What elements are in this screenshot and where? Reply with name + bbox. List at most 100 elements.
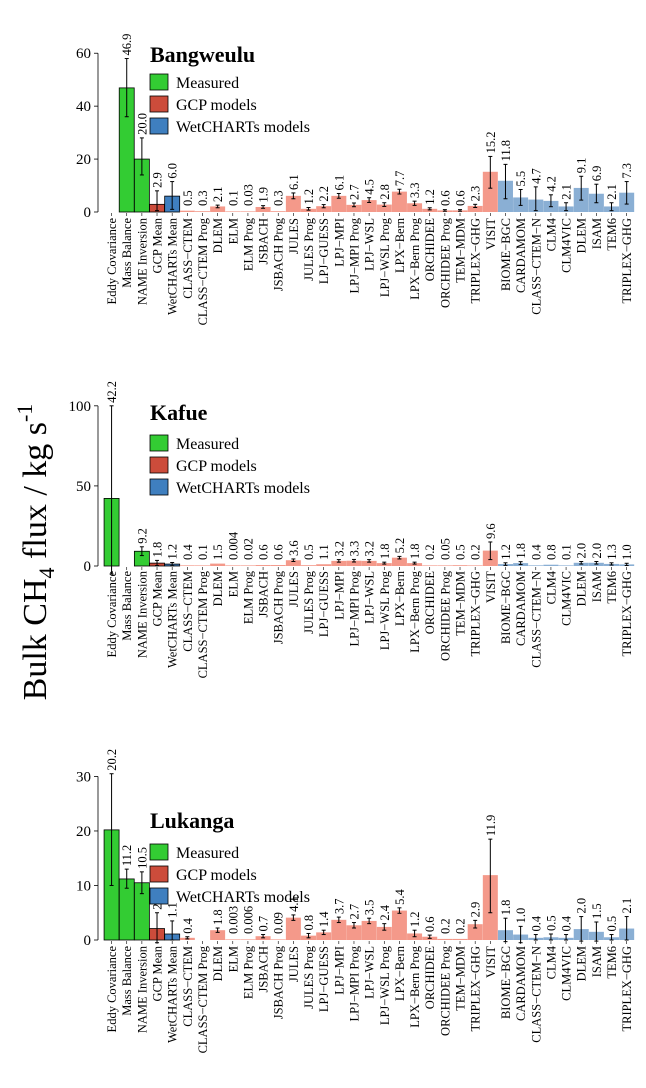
value-label: 2.4 [378, 904, 392, 920]
value-label: 4.1 [287, 896, 301, 912]
legend-swatch [149, 434, 169, 452]
value-label: 3.2 [332, 541, 346, 557]
value-label: 1.0 [514, 908, 528, 924]
panel-bangweulu: 0 20 40 60 Eddy Covariance 46.9 Mass Balance 20… [76, 34, 635, 325]
value-label: 7.3 [620, 163, 634, 179]
bar-13 [285, 917, 301, 940]
legend-label: Measured [176, 436, 239, 453]
value-label: 0.003 [226, 906, 240, 934]
value-label: 0.5 [544, 915, 558, 931]
value-label: 0.4 [181, 544, 195, 560]
x-tick-label: TEM6 [605, 946, 619, 979]
x-tick-label: LPJ−MPI Prog [347, 217, 361, 293]
value-label: 1.8 [499, 900, 513, 916]
x-tick-label: TRIPLEX−GHG [469, 218, 483, 304]
x-tick-label: CLASS−CTEM [181, 218, 195, 299]
y-axis-label-sup: -1 [12, 404, 37, 422]
x-tick-label: CLASS−CTEM Prog [196, 945, 210, 1053]
bar-7 [194, 565, 210, 566]
bar-14 [301, 565, 317, 566]
bar-16 [331, 195, 347, 212]
bar-9 [225, 211, 241, 212]
y-tick-label: 30 [76, 769, 91, 785]
panel-lukanga: 0 10 20 30 20.2 Eddy Covariance 11.2 Mass Balan… [76, 749, 635, 1053]
legend-label: Measured [176, 845, 239, 862]
value-label: 2.7 [347, 184, 361, 200]
legend-swatch [149, 73, 169, 91]
panel-title: Kafue [150, 400, 208, 425]
legend-swatch [149, 456, 169, 474]
value-label: 7.7 [393, 171, 407, 187]
legend-swatch [149, 843, 169, 861]
y-tick-label: 60 [76, 46, 91, 62]
value-label: 0.3 [196, 190, 210, 206]
value-label: 1.2 [302, 189, 316, 205]
bar-21 [407, 203, 423, 212]
bar-13 [285, 195, 301, 212]
bar-9 [225, 565, 241, 566]
bar-10 [240, 939, 256, 940]
x-tick-label: LPX−Bern [393, 570, 407, 626]
x-tick-label: BIOME−BGC [499, 218, 513, 291]
bar-10 [240, 211, 256, 212]
bar-13 [285, 560, 301, 566]
value-label: 5.5 [514, 171, 528, 187]
x-tick-label: WetCHARTs Mean [166, 217, 180, 315]
legend-label: WetCHARTs models [176, 480, 310, 497]
value-label: 20.2 [105, 749, 119, 771]
x-tick-label: TRIPLEX−GHG [620, 571, 634, 657]
x-tick-label: LPJ−MPI Prog [347, 570, 361, 646]
value-label: 0.7 [257, 916, 271, 932]
value-label: 0.6 [257, 544, 271, 560]
value-label: 0.1 [226, 190, 240, 206]
panel-title: Lukanga [150, 808, 234, 833]
x-tick-label: TEM−MDM [454, 218, 468, 283]
bar-31 [558, 565, 574, 566]
bar-26 [482, 171, 498, 212]
bar-17 [346, 560, 362, 566]
x-tick-label: VISIT [484, 571, 498, 603]
x-tick-label: LPX−Bern [393, 945, 407, 1001]
bar-20 [391, 910, 407, 940]
y-tick-label: 0 [84, 205, 92, 221]
value-label: 2.1 [620, 898, 634, 914]
x-tick-label: CLM4 [544, 945, 558, 979]
y-tick-label: 20 [76, 824, 91, 840]
legend-swatch [149, 117, 169, 135]
bar-8 [210, 206, 226, 212]
y-axis-label-sub: 4 [34, 567, 59, 578]
bar-8 [210, 563, 226, 566]
x-tick-label: JSBACH Prog [272, 217, 286, 291]
x-tick-label: CLASS−CTEM [181, 571, 195, 652]
value-label: 1.8 [378, 544, 392, 560]
x-tick-label: NAME Inversion [135, 570, 149, 658]
x-tick-label: CLASS−CTEM−N [529, 218, 543, 315]
bar-6 [179, 565, 195, 566]
x-tick-label: CLM4 [544, 217, 558, 251]
value-label: 0.2 [469, 544, 483, 560]
legend-swatch [149, 478, 169, 496]
value-label: 2.7 [347, 904, 361, 920]
value-label: 0.5 [454, 544, 468, 560]
legend-label: WetCHARTs models [176, 119, 310, 136]
y-tick-label: 20 [76, 152, 91, 168]
x-tick-label: TRIPLEX−GHG [620, 218, 634, 304]
x-tick-label: CARDAMOM [514, 946, 528, 1021]
value-label: 2.0 [575, 543, 589, 559]
value-label: 9.1 [575, 158, 589, 174]
y-axis-label: Bulk CH4 flux / kg s-1 [12, 404, 59, 701]
legend-swatch [149, 887, 169, 905]
value-label: 1.5 [211, 544, 225, 560]
value-label: 1.4 [317, 911, 331, 927]
x-tick-label: LPJ−MPI [332, 946, 346, 995]
x-tick-label: Mass Balance [120, 571, 134, 641]
x-tick-label: JULES [287, 571, 301, 607]
x-tick-label: TEM6 [605, 571, 619, 604]
x-tick-label: JULES [287, 218, 301, 254]
x-tick-label: JULES [287, 946, 301, 982]
x-tick-label: Eddy Covariance [105, 571, 119, 658]
x-tick-label: LPX−Bern Prog [408, 217, 422, 299]
x-tick-label: CLM4 [544, 570, 558, 604]
x-tick-label: ORCHIDEE [423, 218, 437, 282]
